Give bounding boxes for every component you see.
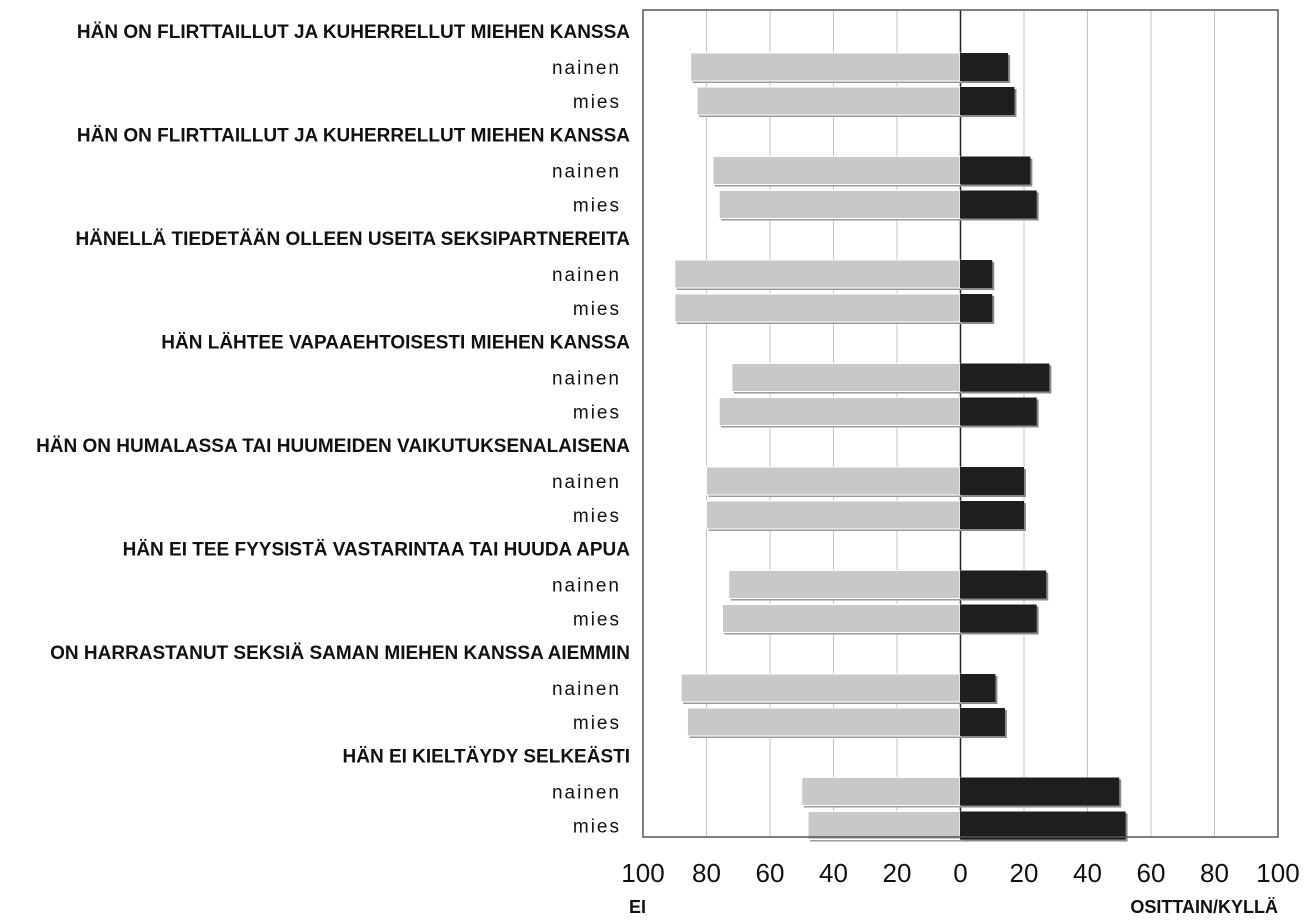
row-label: nainen (552, 783, 621, 804)
bar-ei (718, 397, 961, 426)
bar-ei (728, 570, 961, 599)
bar-kylla (960, 708, 1005, 736)
x-tick-label: 80 (1200, 858, 1229, 888)
row-label: mies (573, 610, 621, 631)
bar-ei (690, 52, 961, 82)
bar-kylla (960, 87, 1015, 115)
bar-ei (712, 156, 961, 185)
bar-ei (718, 190, 961, 219)
x-axis-label-right: OSITTAIN/KYLLÄ (1130, 897, 1278, 917)
row-label: mies (573, 196, 621, 217)
row-labels: HÄN ON FLIRTTAILLUT JA KUHERRELLUT MIEHE… (36, 22, 630, 838)
bar-ei (674, 293, 961, 323)
row-label: mies (573, 299, 621, 320)
row-label: nainen (552, 679, 621, 700)
bar-ei (807, 811, 961, 840)
x-axis-label-left: EI (629, 897, 646, 917)
group-label: HÄN ON FLIRTTAILLUT JA KUHERRELLUT MIEHE… (77, 126, 630, 147)
row-label: mies (573, 713, 621, 734)
x-tick-label: 60 (1137, 858, 1166, 888)
group-label: HÄNELLÄ TIEDETÄÄN OLLEEN USEITA SEKSIPAR… (75, 229, 630, 250)
x-axis-ticks: 100 80 60 40 20 0 20 40 60 80 100 (621, 858, 1299, 888)
bar-ei (706, 500, 961, 530)
bar-ei (801, 777, 961, 806)
x-tick-label: 80 (692, 858, 721, 888)
bar-ei (696, 86, 961, 116)
bar-kylla (960, 501, 1024, 529)
bar-kylla (960, 604, 1037, 633)
row-label: mies (573, 92, 621, 113)
plot-border (642, 9, 1279, 838)
x-tick-label: 100 (621, 858, 664, 888)
plot-frame (642, 9, 1279, 838)
bar-kylla (960, 397, 1037, 426)
row-label: nainen (552, 58, 621, 79)
row-label: mies (573, 403, 621, 424)
group-label: HÄN ON FLIRTTAILLUT JA KUHERRELLUT MIEHE… (77, 22, 630, 43)
bars (674, 52, 1128, 842)
bar-kylla (960, 190, 1037, 219)
row-label: nainen (552, 162, 621, 183)
bar-kylla (960, 570, 1047, 599)
bar-ei (721, 604, 961, 633)
bar-kylla (960, 53, 1009, 81)
bar-ei (680, 673, 961, 703)
group-label: HÄN EI KIELTÄYDY SELKEÄSTI (343, 747, 631, 768)
row-label: nainen (552, 472, 621, 493)
bar-ei (674, 259, 961, 289)
bar-kylla (960, 674, 996, 702)
group-label: HÄN EI TEE FYYSISTÄ VASTARINTAA TAI HUUD… (123, 540, 631, 561)
x-tick-label: 20 (1010, 858, 1039, 888)
bar-kylla (960, 777, 1120, 806)
bar-ei (731, 363, 961, 392)
row-label: nainen (552, 576, 621, 597)
x-tick-label: 0 (953, 858, 967, 888)
bar-kylla (960, 260, 993, 288)
group-label: HÄN ON HUMALASSA TAI HUUMEIDEN VAIKUTUKS… (36, 436, 630, 457)
row-label: mies (573, 817, 621, 838)
bar-kylla (960, 467, 1024, 495)
bar-ei (706, 466, 961, 496)
x-tick-label: 60 (756, 858, 785, 888)
group-label: HÄN LÄHTEE VAPAAEHTOISESTI MIEHEN KANSSA (161, 333, 630, 354)
x-tick-label: 40 (819, 858, 848, 888)
bar-kylla (960, 156, 1031, 185)
bar-kylla (960, 363, 1050, 392)
row-label: nainen (552, 265, 621, 286)
row-label: mies (573, 506, 621, 527)
bar-ei (686, 707, 961, 737)
x-tick-label: 20 (883, 858, 912, 888)
bar-kylla (960, 811, 1126, 840)
row-label: nainen (552, 369, 621, 390)
bar-kylla (960, 294, 993, 322)
group-label: ON HARRASTANUT SEKSIÄ SAMAN MIEHEN KANSS… (50, 643, 630, 664)
x-tick-label: 40 (1073, 858, 1102, 888)
x-tick-label: 100 (1256, 858, 1299, 888)
